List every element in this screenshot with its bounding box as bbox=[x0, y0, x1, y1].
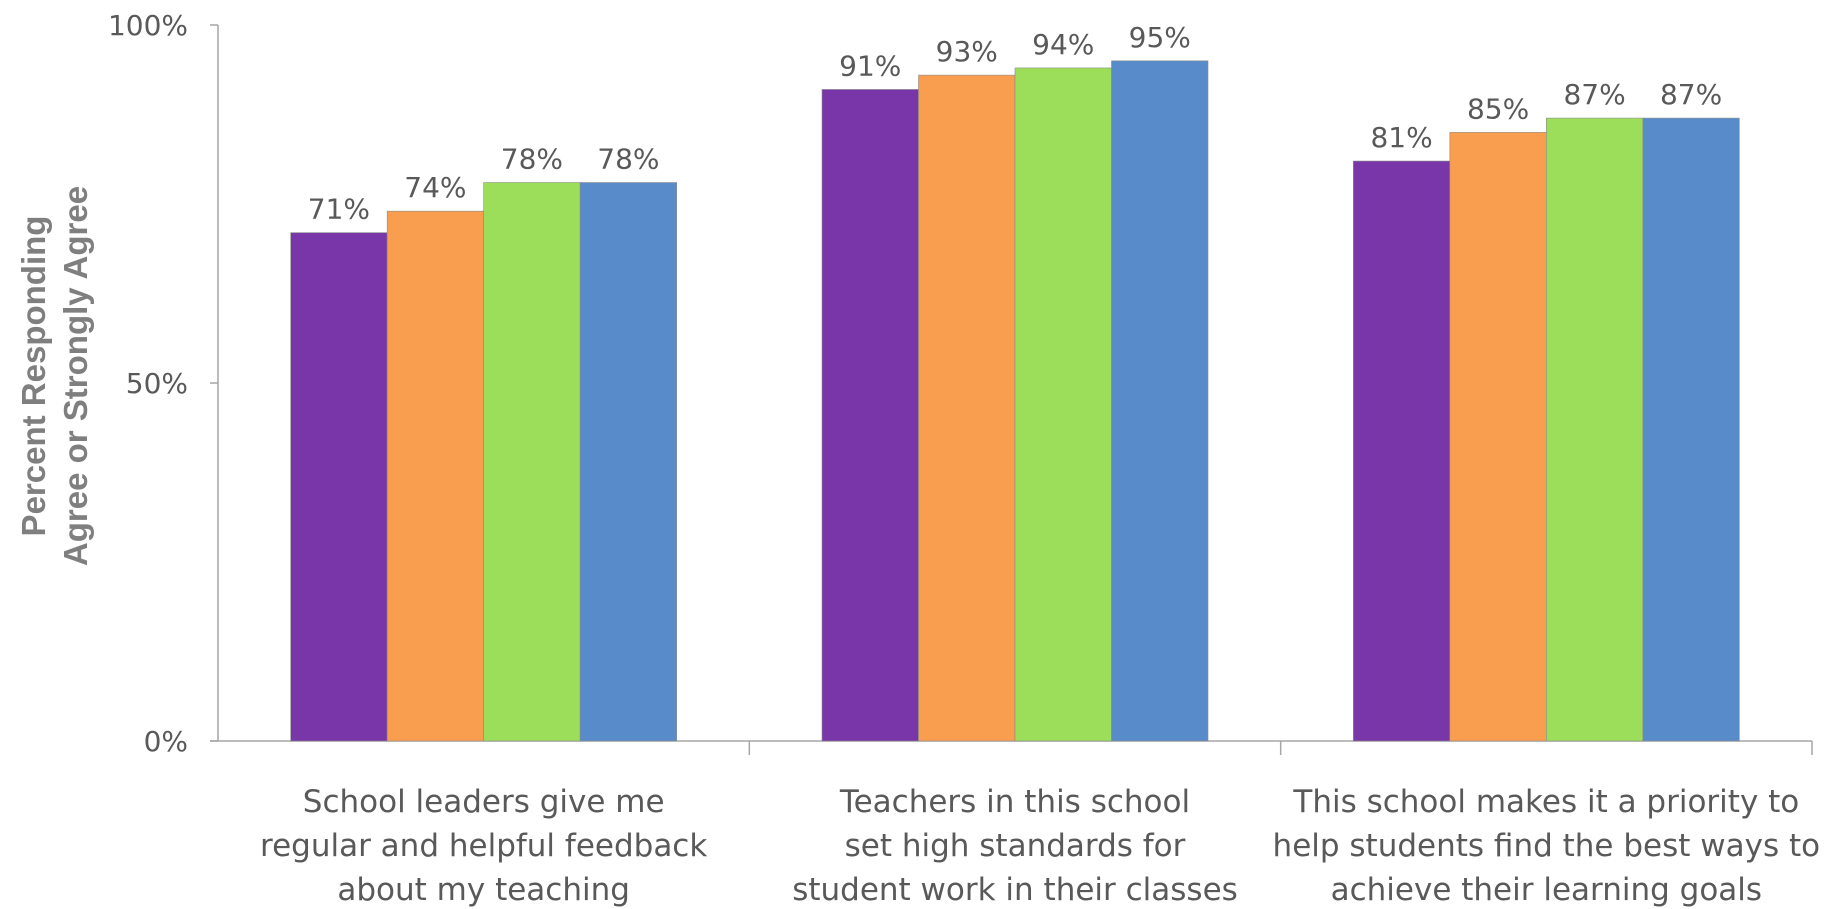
bar-value-label: 95% bbox=[1129, 21, 1191, 54]
bar-value-label: 85% bbox=[1467, 92, 1529, 125]
bar-value-label: 87% bbox=[1660, 78, 1722, 111]
category-label-line: about my teaching bbox=[337, 872, 630, 908]
data-labels: 71% 74% 78% 78% 91% 93% 94% 95% 81% 85% 87% 87% bbox=[308, 21, 1722, 226]
bar bbox=[1353, 160, 1451, 742]
bar-value-label: 91% bbox=[839, 49, 901, 82]
bar bbox=[1546, 117, 1644, 742]
bar-value-label: 93% bbox=[936, 35, 998, 68]
bar-value-label: 78% bbox=[501, 143, 563, 176]
category-labels: School leaders give me regular and helpfu… bbox=[260, 784, 1820, 908]
bars bbox=[290, 60, 1740, 742]
bar-value-label: 74% bbox=[404, 171, 466, 204]
bar bbox=[1449, 132, 1547, 742]
bar-value-label: 81% bbox=[1370, 121, 1432, 154]
category-label-line: This school makes it a priority to bbox=[1292, 784, 1799, 820]
bar bbox=[821, 89, 919, 742]
category-label-line: Teachers in this school bbox=[839, 784, 1190, 820]
bar bbox=[1642, 117, 1740, 742]
bar bbox=[290, 232, 388, 742]
bar bbox=[579, 182, 677, 742]
bar bbox=[483, 182, 581, 742]
category-label-line: student work in their classes bbox=[792, 872, 1238, 908]
bar bbox=[386, 210, 484, 742]
y-tick-label: 50% bbox=[126, 367, 188, 400]
y-axis-title: Percent Responding Agree or Strongly Agre… bbox=[15, 186, 94, 566]
bar bbox=[1014, 67, 1112, 742]
category-label-line: achieve their learning goals bbox=[1331, 872, 1762, 908]
bar bbox=[918, 74, 1016, 742]
category-label-line: set high standards for bbox=[845, 828, 1186, 864]
category-label-line: regular and helpful feedback bbox=[260, 828, 707, 864]
bar-value-label: 71% bbox=[308, 193, 370, 226]
bar-value-label: 94% bbox=[1032, 28, 1094, 61]
y-tick-label: 100% bbox=[108, 9, 188, 42]
category-label-line: School leaders give me bbox=[303, 784, 665, 820]
bar-value-label: 78% bbox=[597, 143, 659, 176]
y-axis-title-line: Agree or Strongly Agree bbox=[57, 186, 94, 566]
bar bbox=[1111, 60, 1209, 742]
y-axis-title-line: Percent Responding bbox=[15, 216, 52, 537]
y-tick-label: 0% bbox=[144, 725, 188, 758]
bar-value-label: 87% bbox=[1563, 78, 1625, 111]
category-label-line: help students find the best ways to bbox=[1273, 828, 1821, 864]
